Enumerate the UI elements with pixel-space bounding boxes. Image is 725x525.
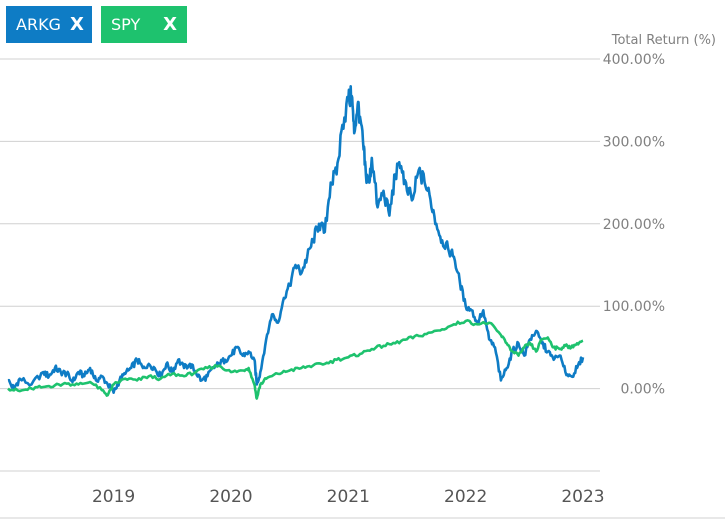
remove-arkg-icon[interactable]: X [69,14,84,35]
series-line-spy [7,319,584,400]
y-tick-label: 300.00% [603,134,665,150]
x-tick-label: 2022 [444,487,487,507]
x-tick-label: 2019 [92,487,135,507]
y-tick-label: 200.00% [603,217,665,233]
x-tick-label: 2023 [561,487,604,507]
y-axis-title: Total Return (%) [611,33,716,48]
y-tick-label: 100.00% [603,299,665,315]
legend-chip-arkg[interactable]: ARKG X [6,6,92,43]
series-line-arkg [7,85,585,394]
legend-label-arkg: ARKG [16,15,61,34]
legend-label-spy: SPY [111,15,141,34]
x-tick-label: 2021 [327,487,370,507]
y-tick-label: 400.00% [603,52,665,68]
y-tick-label: 0.00% [621,382,665,398]
x-tick-label: 2020 [209,487,252,507]
legend-chip-spy[interactable]: SPY X [101,6,187,43]
remove-spy-icon[interactable]: X [163,14,177,35]
